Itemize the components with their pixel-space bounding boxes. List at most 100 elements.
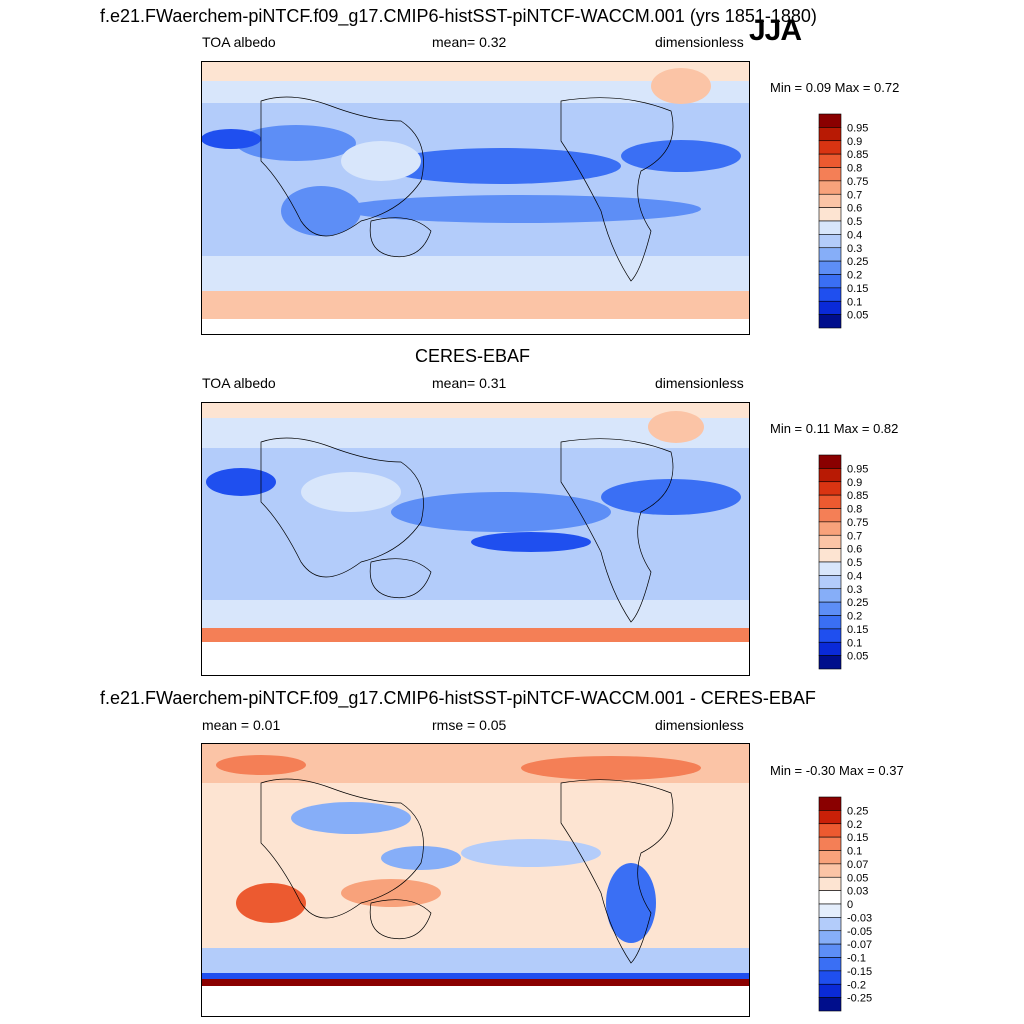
colorbar-swatch xyxy=(818,601,842,616)
colorbar-tick-label: -0.2 xyxy=(847,979,866,991)
arctic-band xyxy=(201,402,750,418)
colorbar-swatch xyxy=(818,890,842,905)
panel-3-rmse-label: rmse = 0.05 xyxy=(432,717,507,733)
colorbar-tick-label: 0.5 xyxy=(847,557,862,569)
colorbar-tick-label: 0.85 xyxy=(847,490,868,502)
colorbar-tick-label: 0.75 xyxy=(847,176,868,188)
colorbar-tick-label: 0 xyxy=(847,899,853,911)
continent-outline xyxy=(369,899,432,940)
albedo-region xyxy=(341,141,421,181)
colorbar-tick-label: 0.2 xyxy=(847,611,862,623)
colorbar-tick-label: 0.8 xyxy=(847,163,862,175)
colorbar-swatch xyxy=(818,113,842,128)
colorbar-tick-label: -0.03 xyxy=(847,912,872,924)
colorbar-swatch xyxy=(818,575,842,590)
panel-1-map xyxy=(201,61,750,335)
panel-1-title: f.e21.FWaerchem-piNTCF.f09_g17.CMIP6-his… xyxy=(100,6,817,26)
colorbar-swatch xyxy=(818,127,842,142)
colorbar-swatch xyxy=(818,220,842,235)
colorbar-tick-label: 0.6 xyxy=(847,544,862,556)
colorbar-swatch xyxy=(818,903,842,918)
colorbar-tick-label: 0.15 xyxy=(847,832,868,844)
subarctic-band xyxy=(201,81,750,103)
panel-2-minmax: Min = 0.11 Max = 0.82 xyxy=(770,421,899,436)
difference-region xyxy=(606,863,656,943)
colorbar-tick-label: 0.1 xyxy=(847,296,862,308)
colorbar-tick-label: 0.1 xyxy=(847,637,862,649)
colorbar-swatch xyxy=(818,983,842,998)
albedo-region xyxy=(281,186,361,236)
albedo-region xyxy=(341,195,701,223)
arctic-band xyxy=(201,61,750,81)
difference-region xyxy=(291,802,411,834)
colorbar-tick-label: -0.1 xyxy=(847,953,866,965)
albedo-region xyxy=(381,148,621,184)
missing-data-band xyxy=(201,642,750,676)
colorbar-swatch xyxy=(818,917,842,932)
difference-band xyxy=(201,973,750,979)
colorbar-tick-label: 0.25 xyxy=(847,256,868,268)
panel-1-mean-label: mean= 0.32 xyxy=(432,34,507,50)
difference-region xyxy=(461,839,601,867)
colorbar-swatch xyxy=(818,823,842,838)
colorbar-tick-label: 0.15 xyxy=(847,283,868,295)
missing-data-band xyxy=(201,986,750,1017)
panel-1-minmax: Min = 0.09 Max = 0.72 xyxy=(770,80,900,95)
antarctic-band xyxy=(201,291,750,319)
panel-2-title: CERES-EBAF xyxy=(415,346,531,366)
colorbar-tick-label: 0.2 xyxy=(847,819,862,831)
albedo-region xyxy=(648,411,704,443)
colorbar-swatch xyxy=(818,628,842,643)
southern-ocean-band xyxy=(201,256,750,291)
panel-2-units-label: dimensionless xyxy=(655,375,744,391)
colorbar-tick-label: -0.15 xyxy=(847,966,872,978)
continent-outline xyxy=(560,97,674,282)
colorbar-tick-label: 0.9 xyxy=(847,136,862,148)
colorbar-tick-label: 0.3 xyxy=(847,584,862,596)
continent-outline xyxy=(260,778,424,919)
colorbar-tick-label: 0.85 xyxy=(847,149,868,161)
continent-outline xyxy=(260,437,424,578)
colorbar-tick-label: 0.7 xyxy=(847,189,862,201)
difference-region xyxy=(381,846,461,870)
colorbar-tick-label: 0.9 xyxy=(847,477,862,489)
albedo-region xyxy=(236,125,356,161)
difference-band xyxy=(201,979,750,986)
map-frame xyxy=(201,402,750,676)
colorbar-tick-label: 0.2 xyxy=(847,270,862,282)
colorbar-tick-label: 0.75 xyxy=(847,517,868,529)
colorbar-swatch xyxy=(818,836,842,851)
colorbar-swatch xyxy=(818,140,842,155)
panel-1-units-label: dimensionless xyxy=(655,34,744,50)
albedo-region xyxy=(391,492,611,532)
colorbar-swatch xyxy=(818,247,842,262)
colorbar-tick-label: 0.05 xyxy=(847,310,868,322)
colorbar-swatch xyxy=(818,970,842,985)
panel-3-mean-label: mean = 0.01 xyxy=(202,717,281,733)
colorbar-tick-label: 0.05 xyxy=(847,651,868,663)
colorbar-tick-label: 0.5 xyxy=(847,216,862,228)
colorbar-swatch xyxy=(818,508,842,523)
panel-2-map xyxy=(201,402,750,676)
southern-ocean-band xyxy=(201,948,750,973)
colorbar-tick-label: 0.4 xyxy=(847,570,862,582)
colorbar-swatch xyxy=(818,314,842,329)
antarctic-band xyxy=(201,628,750,642)
colorbar-swatch xyxy=(818,810,842,825)
colorbar-tick-label: -0.07 xyxy=(847,939,872,951)
map-frame xyxy=(201,743,750,1017)
difference-region xyxy=(341,879,441,907)
colorbar-swatch xyxy=(818,193,842,208)
colorbar-swatch xyxy=(818,615,842,630)
colorbar-swatch xyxy=(818,468,842,483)
difference-region xyxy=(216,755,306,775)
colorbar-swatch xyxy=(818,234,842,249)
colorbar-swatch xyxy=(818,494,842,509)
colorbar-swatch xyxy=(818,167,842,182)
colorbar-tick-label: 0.1 xyxy=(847,846,862,858)
map-frame xyxy=(201,61,750,335)
panel-1-variable-label: TOA albedo xyxy=(202,34,276,50)
colorbar-swatch xyxy=(818,180,842,195)
colorbar-tick-label: 0.95 xyxy=(847,463,868,475)
